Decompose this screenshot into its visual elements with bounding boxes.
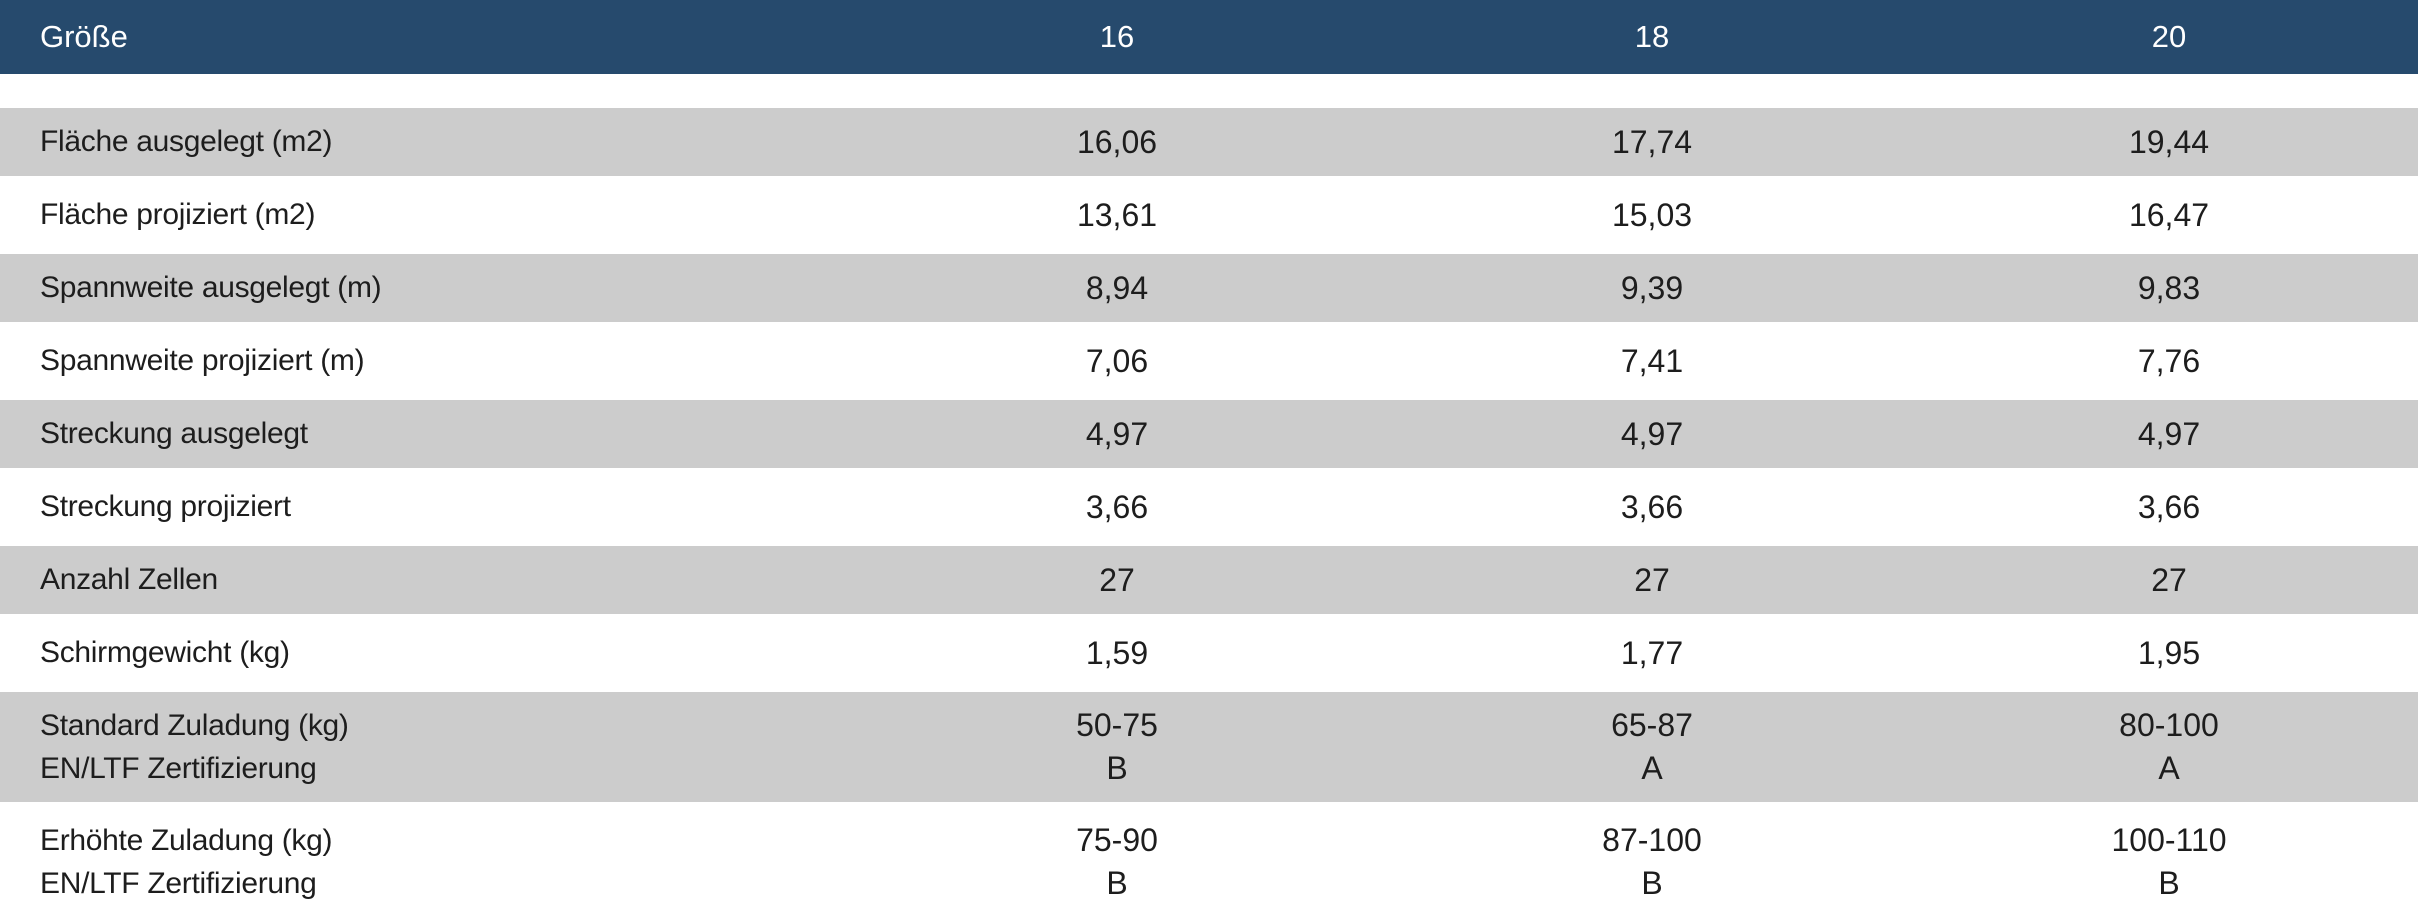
spec-value-18: 9,39 bbox=[1384, 254, 1920, 322]
table-row: Fläche projiziert (m2) 13,61 15,03 16,47 bbox=[0, 181, 2418, 249]
spec-label-line2: EN/LTF Zertifizierung bbox=[40, 752, 317, 785]
spec-label: Streckung projiziert bbox=[0, 473, 850, 541]
table-header-row: Größe 16 18 20 bbox=[0, 0, 2418, 74]
table-row: Fläche ausgelegt (m2) 16,06 17,74 19,44 bbox=[0, 108, 2418, 176]
table-row: Erhöhte Zuladung (kg) EN/LTF Zertifizier… bbox=[0, 807, 2418, 917]
spec-value-20: 3,66 bbox=[1920, 473, 2418, 541]
table-row: Streckung ausgelegt 4,97 4,97 4,97 bbox=[0, 400, 2418, 468]
spec-value-18: 17,74 bbox=[1384, 108, 1920, 176]
spec-value-16: 7,06 bbox=[850, 327, 1384, 395]
spec-value-16: 8,94 bbox=[850, 254, 1384, 322]
table-row: Streckung projiziert 3,66 3,66 3,66 bbox=[0, 473, 2418, 541]
spec-value-16: 50-75 B bbox=[850, 692, 1384, 802]
spec-value-16: 75-90 B bbox=[850, 807, 1384, 917]
spec-value-20: 4,97 bbox=[1920, 400, 2418, 468]
spec-value-16: 1,59 bbox=[850, 619, 1384, 687]
spec-label: Streckung ausgelegt bbox=[0, 400, 850, 468]
spec-value-18: 87-100 B bbox=[1384, 807, 1920, 917]
spec-label: Spannweite ausgelegt (m) bbox=[0, 254, 850, 322]
spec-label: Standard Zuladung (kg) EN/LTF Zertifizie… bbox=[0, 692, 850, 802]
load-range: 80-100 bbox=[2119, 707, 2219, 743]
load-range: 87-100 bbox=[1602, 822, 1702, 858]
load-range: 75-90 bbox=[1076, 822, 1158, 858]
spec-value-20: 27 bbox=[1920, 546, 2418, 614]
spec-value-20: 7,76 bbox=[1920, 327, 2418, 395]
spec-value-20: 80-100 A bbox=[1920, 692, 2418, 802]
certification-class: B bbox=[2158, 865, 2180, 901]
spec-value-20: 9,83 bbox=[1920, 254, 2418, 322]
column-header-size-20: 20 bbox=[1920, 0, 2418, 74]
spec-value-16: 3,66 bbox=[850, 473, 1384, 541]
certification-class: A bbox=[1641, 750, 1663, 786]
spec-value-16: 27 bbox=[850, 546, 1384, 614]
spec-value-18: 3,66 bbox=[1384, 473, 1920, 541]
certification-class: B bbox=[1106, 865, 1128, 901]
spec-label: Erhöhte Zuladung (kg) EN/LTF Zertifizier… bbox=[0, 807, 850, 917]
spec-value-20: 100-110 B bbox=[1920, 807, 2418, 917]
spec-label: Spannweite projiziert (m) bbox=[0, 327, 850, 395]
spec-value-20: 19,44 bbox=[1920, 108, 2418, 176]
column-header-size-16: 16 bbox=[850, 0, 1384, 74]
spec-value-16: 13,61 bbox=[850, 181, 1384, 249]
spec-value-18: 27 bbox=[1384, 546, 1920, 614]
spec-value-16: 16,06 bbox=[850, 108, 1384, 176]
table-row: Anzahl Zellen 27 27 27 bbox=[0, 546, 2418, 614]
spec-label: Fläche ausgelegt (m2) bbox=[0, 108, 850, 176]
spec-label: Anzahl Zellen bbox=[0, 546, 850, 614]
load-range: 100-110 bbox=[2111, 822, 2227, 858]
spec-label-line1: Standard Zuladung (kg) bbox=[40, 709, 349, 742]
certification-class: B bbox=[1106, 750, 1128, 786]
table-row: Standard Zuladung (kg) EN/LTF Zertifizie… bbox=[0, 692, 2418, 802]
spec-value-20: 1,95 bbox=[1920, 619, 2418, 687]
spec-label-line1: Erhöhte Zuladung (kg) bbox=[40, 824, 333, 857]
spec-value-20: 16,47 bbox=[1920, 181, 2418, 249]
certification-class: A bbox=[2158, 750, 2180, 786]
spec-label: Fläche projiziert (m2) bbox=[0, 181, 850, 249]
table-row: Spannweite projiziert (m) 7,06 7,41 7,76 bbox=[0, 327, 2418, 395]
column-header-size-18: 18 bbox=[1384, 0, 1920, 74]
spec-value-18: 4,97 bbox=[1384, 400, 1920, 468]
load-range: 65-87 bbox=[1611, 707, 1693, 743]
spec-value-18: 15,03 bbox=[1384, 181, 1920, 249]
spec-label-line2: EN/LTF Zertifizierung bbox=[40, 867, 317, 900]
spec-value-18: 1,77 bbox=[1384, 619, 1920, 687]
spec-value-18: 7,41 bbox=[1384, 327, 1920, 395]
certification-class: B bbox=[1641, 865, 1663, 901]
table-row: Spannweite ausgelegt (m) 8,94 9,39 9,83 bbox=[0, 254, 2418, 322]
spec-value-18: 65-87 A bbox=[1384, 692, 1920, 802]
load-range: 50-75 bbox=[1076, 707, 1158, 743]
table-row: Schirmgewicht (kg) 1,59 1,77 1,95 bbox=[0, 619, 2418, 687]
header-spacer bbox=[0, 79, 2418, 103]
spec-label: Schirmgewicht (kg) bbox=[0, 619, 850, 687]
spec-value-16: 4,97 bbox=[850, 400, 1384, 468]
column-header-groesse: Größe bbox=[0, 0, 850, 74]
